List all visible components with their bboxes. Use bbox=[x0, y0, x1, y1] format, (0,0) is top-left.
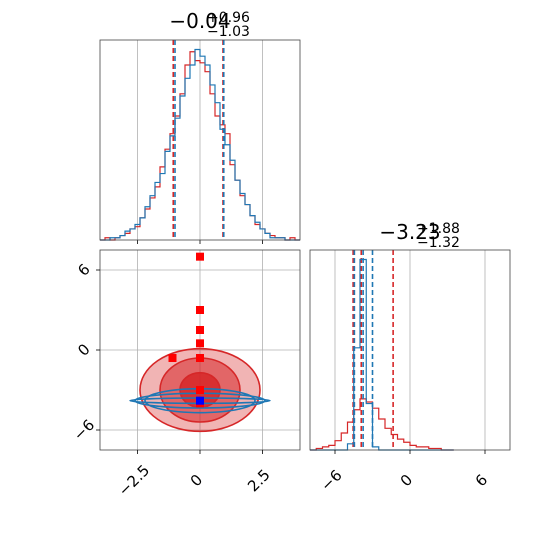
contour-xtick-label-0: −2.5 bbox=[115, 461, 153, 499]
contour-marker-0-6 bbox=[196, 386, 204, 394]
contour-x-ticks: −2.5 0 2.5 bbox=[115, 450, 274, 500]
hist-p2-xtick-label-1: 0 bbox=[397, 471, 416, 490]
hist-p2-panel: −6 0 6 −3.23 +1.88 −1.32 bbox=[309, 220, 511, 495]
contour-panel: −2.5 0 2.5 −6 0 6 bbox=[70, 249, 301, 500]
contour-marker-0-5 bbox=[196, 354, 204, 362]
contour-marker-0-1 bbox=[196, 306, 204, 314]
contour-marker-0-0 bbox=[196, 252, 204, 261]
hist-p2-plus: +1.88 bbox=[417, 221, 460, 237]
hist-p1-plus: +0.96 bbox=[207, 10, 250, 26]
contour-xtick-label-1: 0 bbox=[187, 471, 206, 490]
hist-p2-median: −3.23 bbox=[379, 220, 440, 244]
hist-p1-grid bbox=[137, 40, 263, 240]
hist-p1-series-1-step bbox=[100, 48, 300, 241]
hist-p2-grid bbox=[334, 250, 486, 450]
contour-marker-1-0 bbox=[196, 396, 204, 405]
contour-ytick-label-0: −6 bbox=[70, 416, 98, 444]
hist-p2-x-ticks: −6 0 6 bbox=[317, 450, 491, 495]
hist-p2-xtick-label-0: −6 bbox=[317, 466, 345, 494]
contour-xtick-label-2: 2.5 bbox=[244, 466, 274, 496]
hist-p2-title: −3.23 bbox=[379, 220, 440, 244]
contour-marker-0-3 bbox=[196, 339, 204, 348]
hist-p1-title: −0.04 bbox=[169, 9, 230, 33]
hist-p1-median: −0.04 bbox=[169, 9, 230, 33]
contour-marker-0-2 bbox=[196, 326, 204, 334]
hist-p1-marks bbox=[100, 40, 300, 244]
hist-p2-series-0-step bbox=[310, 398, 454, 451]
contour-marks bbox=[129, 252, 271, 433]
hist-p1-frame bbox=[99, 39, 301, 241]
hist-p1-panel: −0.04 +0.96 −1.03 bbox=[99, 9, 301, 244]
contour-ytick-label-1: 0 bbox=[74, 340, 93, 359]
hist-p2-minus: −1.32 bbox=[417, 235, 460, 251]
contour-y-ticks: −6 0 6 bbox=[70, 260, 100, 444]
hist-p2-marks bbox=[310, 250, 454, 451]
contour-marker-0-4 bbox=[168, 354, 177, 362]
hist-p2-xtick-label-2: 6 bbox=[472, 471, 491, 490]
contour-ytick-label-2: 6 bbox=[74, 260, 93, 279]
hist-p1-minus: −1.03 bbox=[207, 24, 250, 40]
